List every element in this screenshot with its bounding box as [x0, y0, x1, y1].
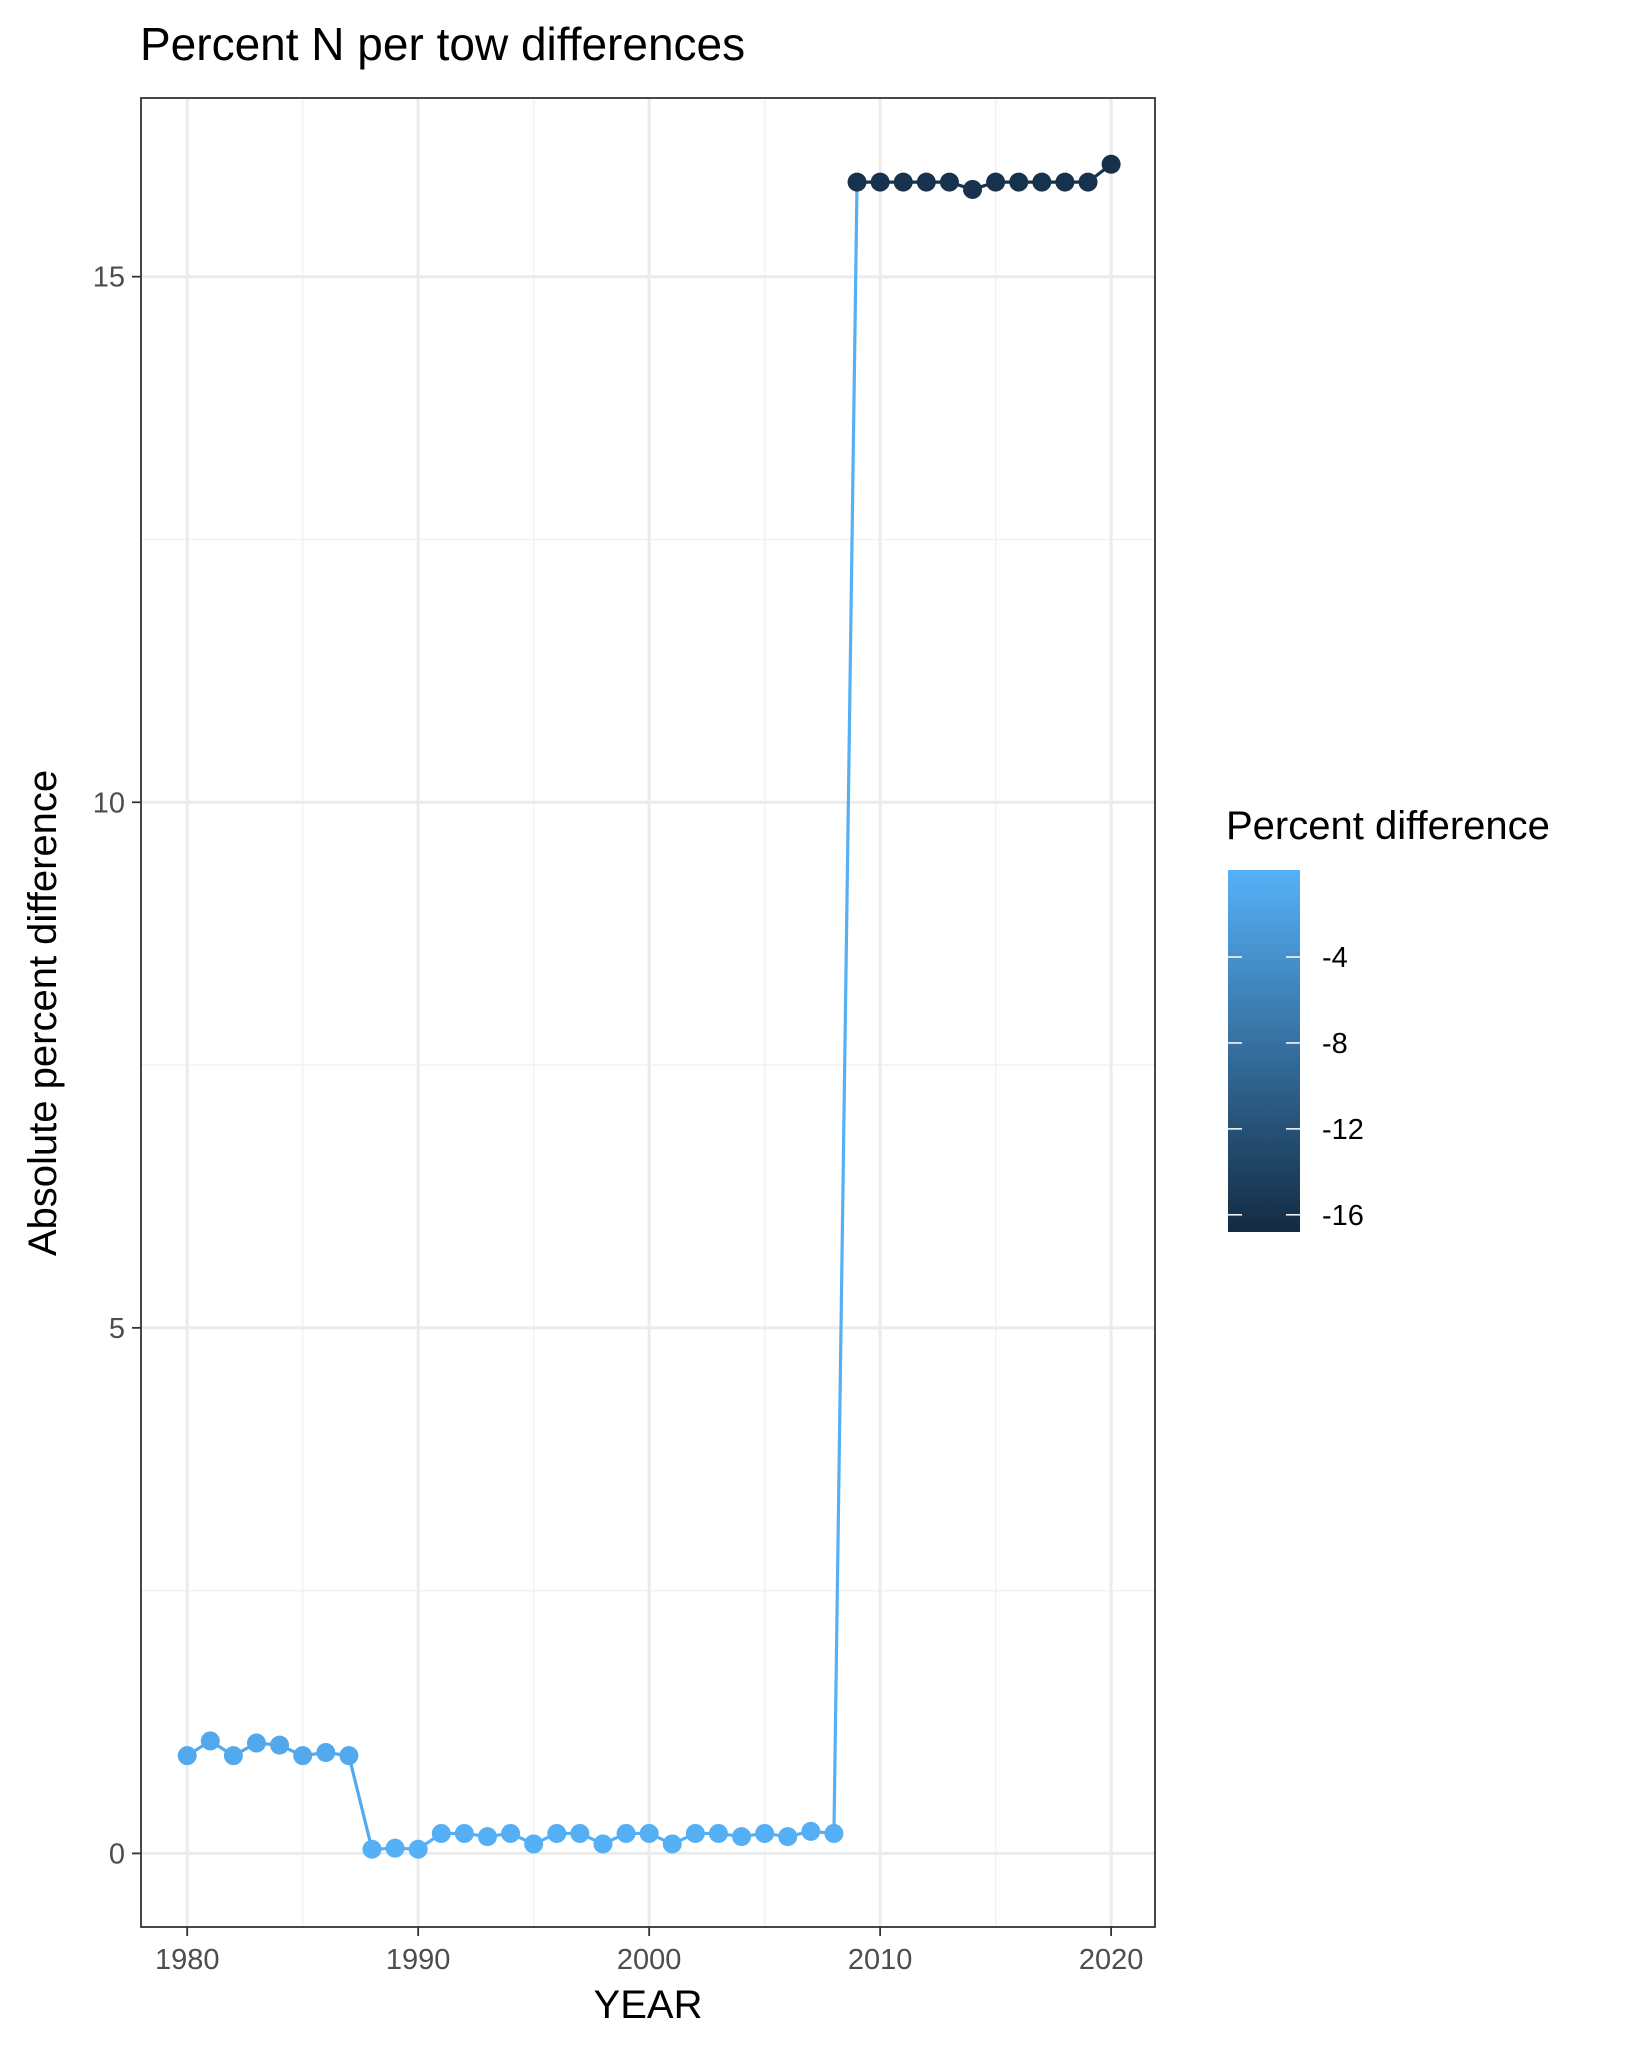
data-point	[870, 172, 890, 192]
data-point	[662, 1834, 682, 1854]
data-point	[916, 172, 936, 192]
x-tick-label: 1990	[386, 1944, 451, 1976]
x-tick-label: 1980	[155, 1944, 220, 1976]
x-tick-label: 2020	[1079, 1944, 1144, 1976]
data-point	[593, 1834, 613, 1854]
y-tick-label: 5	[109, 1313, 125, 1345]
data-point	[316, 1743, 336, 1763]
data-point	[177, 1746, 197, 1766]
data-point	[524, 1834, 544, 1854]
colorbar-tick-label: -4	[1322, 942, 1348, 974]
colorbar-ticks: -4 -8 -12 -16	[1228, 942, 1364, 1232]
data-point	[200, 1731, 220, 1751]
data-point	[616, 1823, 636, 1843]
data-point	[1055, 172, 1075, 192]
data-point	[293, 1746, 313, 1766]
data-point	[893, 172, 913, 192]
y-tick-label: 0	[109, 1838, 125, 1870]
data-point	[501, 1823, 521, 1843]
colorbar	[1228, 870, 1300, 1232]
data-point	[1032, 172, 1052, 192]
grid	[141, 98, 1155, 1927]
y-axis-title: Absolute percent difference	[21, 770, 65, 1256]
data-point	[778, 1827, 798, 1847]
plot-border	[140, 97, 1156, 1928]
data-point	[570, 1823, 590, 1843]
legend: Percent difference -4 -8 -12 -16	[1226, 804, 1550, 1232]
x-tick-label: 2000	[617, 1944, 682, 1976]
data-point	[223, 1746, 243, 1766]
colorbar-tick-label: -8	[1322, 1028, 1348, 1060]
data-point	[339, 1746, 359, 1766]
data-point	[1101, 154, 1121, 174]
data-point	[847, 172, 867, 192]
data-point	[385, 1838, 405, 1858]
data-point	[270, 1735, 290, 1755]
legend-title: Percent difference	[1226, 804, 1550, 848]
data-point	[477, 1827, 497, 1847]
data-point	[708, 1823, 728, 1843]
data-point	[986, 172, 1006, 192]
data-point	[801, 1821, 821, 1841]
data-point	[454, 1823, 474, 1843]
series-line-segment	[347, 1754, 374, 1851]
data-point	[408, 1839, 428, 1859]
x-axis-title: YEAR	[594, 1983, 703, 2027]
data-point	[963, 179, 983, 199]
x-axis: 1980 1990 2000 2010 2020	[155, 1927, 1143, 1976]
chart-title: Percent N per tow differences	[140, 18, 745, 70]
data-point	[685, 1823, 705, 1843]
colorbar-tick-label: -16	[1322, 1200, 1364, 1232]
series-layer	[177, 154, 1121, 1859]
data-point	[1009, 172, 1029, 192]
y-tick-label: 10	[93, 787, 125, 819]
series-line-segment	[832, 180, 859, 1836]
y-axis: 0 5 10 15	[93, 262, 141, 1870]
data-point	[246, 1733, 266, 1753]
data-point	[732, 1827, 752, 1847]
data-point	[755, 1823, 775, 1843]
data-point	[639, 1823, 659, 1843]
data-point	[547, 1823, 567, 1843]
data-point	[1078, 172, 1098, 192]
y-tick-label: 15	[93, 262, 125, 294]
data-point	[431, 1823, 451, 1843]
data-point	[362, 1839, 382, 1859]
data-point	[939, 172, 959, 192]
data-point	[824, 1823, 844, 1843]
colorbar-tick-label: -12	[1322, 1114, 1364, 1146]
x-tick-label: 2010	[848, 1944, 913, 1976]
